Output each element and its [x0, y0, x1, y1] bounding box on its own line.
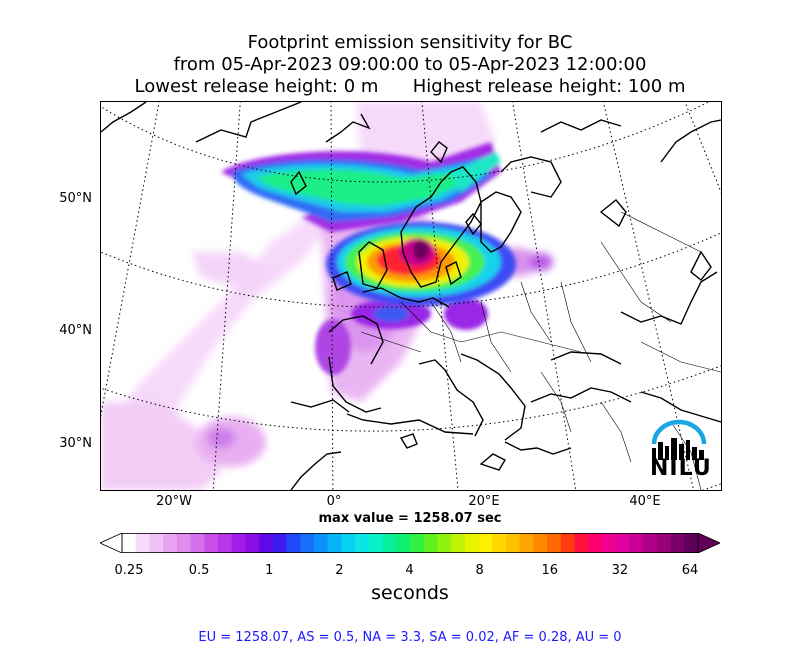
colorbar-tick-label: 0.5 [188, 563, 210, 578]
colorbar-cell [327, 533, 342, 553]
colorbar-cell [231, 533, 246, 553]
colorbar-cell [122, 533, 137, 553]
lon-label-20e: 20°E [468, 494, 500, 509]
colorbar-cell [656, 533, 671, 553]
colorbar-units: seconds [371, 582, 449, 604]
lon-label-20w: 20°W [156, 494, 192, 509]
colorbar-cell [218, 533, 233, 553]
colorbar-cell [190, 533, 205, 553]
colorbar-cell [355, 533, 370, 553]
colorbar-cell [300, 533, 315, 553]
sensitivity-map [100, 101, 722, 491]
title-line-3: Lowest release height: 0 m Highest relea… [134, 76, 686, 97]
lat-label-40: 40°N [59, 323, 92, 338]
colorbar-cell [135, 533, 150, 553]
coastlines [101, 102, 721, 490]
nilu-logo [651, 419, 707, 460]
colorbar-cell [629, 533, 644, 553]
colorbar-tick-label: 0.25 [114, 563, 144, 578]
colorbar-cell [259, 533, 274, 553]
colorbar-cell [176, 533, 191, 553]
region-summary: EU = 1258.07, AS = 0.5, NA = 3.3, SA = 0… [198, 630, 622, 645]
lon-label-40e: 40°E [629, 494, 661, 509]
colorbar-cell [643, 533, 658, 553]
colorbar-tick-label: 8 [475, 563, 484, 578]
graticule [101, 102, 721, 490]
colorbar-min-arrow [100, 533, 123, 553]
colorbar-max-arrow [697, 533, 720, 553]
colorbar-cell [341, 533, 356, 553]
lat-label-50: 50°N [59, 191, 92, 206]
colorbar [100, 533, 720, 553]
colorbar-cell [547, 533, 562, 553]
colorbar-tick-label: 1 [265, 563, 274, 578]
title-line-2: from 05-Apr-2023 09:00:00 to 05-Apr-2023… [173, 54, 647, 75]
colorbar-cell [163, 533, 178, 553]
colorbar-tick-label: 64 [681, 563, 699, 578]
colorbar-cell [492, 533, 507, 553]
colorbar-cell [560, 533, 575, 553]
colorbar-cell [574, 533, 589, 553]
colorbar-cell [451, 533, 466, 553]
colorbar-cell [423, 533, 438, 553]
colorbar-cell [588, 533, 603, 553]
nilu-logo-text: NILU [650, 456, 712, 481]
colorbar-cell [602, 533, 617, 553]
colorbar-tick-label: 32 [611, 563, 629, 578]
map-canvas [101, 102, 721, 490]
max-value-label: max value = 1258.07 sec [318, 511, 502, 526]
colorbar-cell [519, 533, 534, 553]
colorbar-cell [478, 533, 493, 553]
colorbar-tick-label: 16 [541, 563, 559, 578]
lon-label-0: 0° [326, 494, 342, 509]
colorbar-cell [272, 533, 287, 553]
colorbar-cell [368, 533, 383, 553]
lat-label-30: 30°N [59, 436, 92, 451]
colorbar-tick-label: 2 [335, 563, 344, 578]
colorbar-cell [615, 533, 630, 553]
colorbar-cell [533, 533, 548, 553]
colorbar-tick-label: 4 [405, 563, 414, 578]
colorbar-cell [382, 533, 397, 553]
colorbar-cell [437, 533, 452, 553]
colorbar-cell [245, 533, 260, 553]
colorbar-cell [396, 533, 411, 553]
colorbar-cell [506, 533, 521, 553]
title-line-1: Footprint emission sensitivity for BC [247, 32, 573, 53]
colorbar-cell [410, 533, 425, 553]
colorbar-cell [149, 533, 164, 553]
colorbar-cell [286, 533, 301, 553]
colorbar-cell [670, 533, 685, 553]
colorbar-cell [314, 533, 329, 553]
country-borders [360, 211, 721, 490]
colorbar-cell [204, 533, 219, 553]
colorbar-cell [464, 533, 479, 553]
plume-core [326, 222, 516, 306]
colorbar-cell [684, 533, 699, 553]
